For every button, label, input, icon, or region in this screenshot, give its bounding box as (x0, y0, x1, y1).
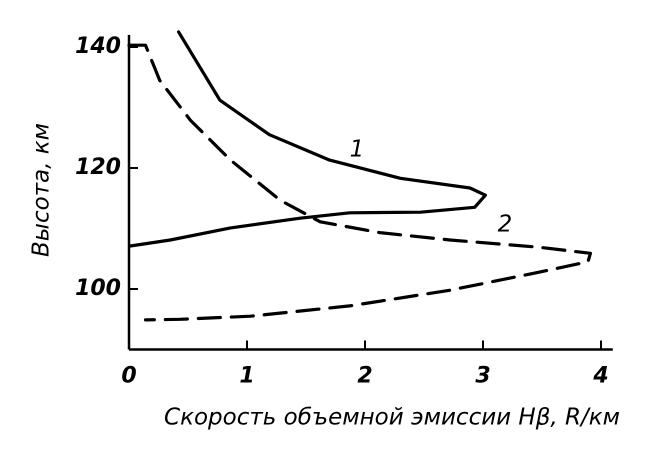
y-tick-label: 120 (75, 155, 121, 180)
x-tick-label: 1 (239, 364, 254, 389)
y-tick-label: 140 (75, 34, 121, 59)
y-tick-label: 100 (75, 276, 121, 301)
x-tick-label: 3 (475, 364, 490, 389)
series-label: 2 (498, 212, 513, 238)
x-axis-label: Скорость объемной эмиссии Hβ, R/км (164, 405, 620, 431)
series-line (127, 43, 592, 322)
y-axis-label: Высота, км (29, 123, 55, 257)
series-label: 1 (350, 137, 365, 163)
x-tick-label: 0 (121, 364, 136, 389)
x-tick-label: 4 (592, 364, 608, 389)
series-line (128, 30, 487, 248)
x-tick-label: 2 (357, 364, 372, 389)
